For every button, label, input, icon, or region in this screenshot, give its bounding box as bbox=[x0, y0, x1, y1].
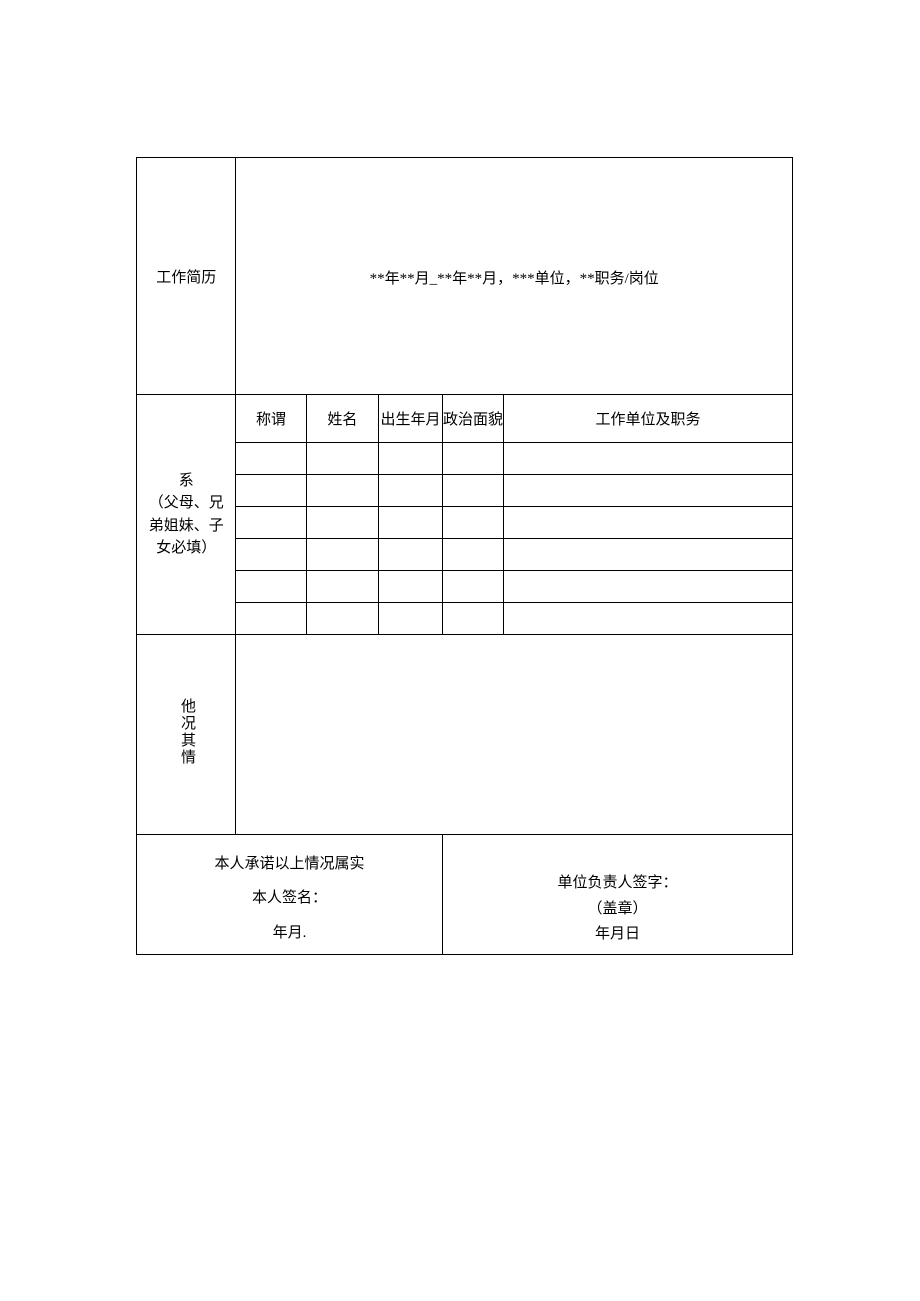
family-cell-birth bbox=[379, 443, 443, 475]
family-cell-political bbox=[443, 539, 504, 571]
stamp-label: （盖章） bbox=[443, 897, 792, 923]
resume-form-table: 工作简历 **年**月_**年**月，***单位，**职务/岗位 系（父母、兄弟… bbox=[136, 157, 793, 955]
family-label: 系（父母、兄弟姐妹、子女必填） bbox=[137, 395, 236, 635]
other-content bbox=[236, 635, 793, 835]
other-label: 他况其情 bbox=[137, 635, 236, 835]
family-cell-birth bbox=[379, 571, 443, 603]
signature-left: 本人承诺以上情况属实 本人签名： 年月. bbox=[137, 835, 443, 955]
family-header-row: 系（父母、兄弟姐妹、子女必填） 称谓 姓名 出生年月 政治面貌 工作单位及职务 bbox=[137, 395, 793, 443]
work-history-label: 工作简历 bbox=[137, 158, 236, 395]
family-cell-name bbox=[306, 539, 378, 571]
family-cell-political bbox=[443, 507, 504, 539]
other-row: 他况其情 bbox=[137, 635, 793, 835]
family-cell-relation bbox=[236, 539, 306, 571]
family-header-work: 工作单位及职务 bbox=[504, 395, 793, 443]
family-header-name: 姓名 bbox=[306, 395, 378, 443]
unit-sign-label: 单位负责人签字： bbox=[443, 871, 792, 897]
family-cell-name bbox=[306, 475, 378, 507]
family-cell-birth bbox=[379, 507, 443, 539]
family-cell-work bbox=[504, 603, 793, 635]
family-cell-relation bbox=[236, 443, 306, 475]
family-cell-political bbox=[443, 443, 504, 475]
family-header-relation: 称谓 bbox=[236, 395, 306, 443]
family-cell-work bbox=[504, 507, 793, 539]
unit-sign-date: 年月日 bbox=[443, 922, 792, 948]
family-label-text: 系（父母、兄弟姐妹、子女必填） bbox=[137, 470, 235, 560]
family-cell-name bbox=[306, 571, 378, 603]
family-cell-political bbox=[443, 475, 504, 507]
family-cell-name bbox=[306, 507, 378, 539]
family-cell-birth bbox=[379, 539, 443, 571]
self-sign-label: 本人签名： bbox=[137, 881, 442, 916]
family-cell-work bbox=[504, 539, 793, 571]
family-cell-work bbox=[504, 475, 793, 507]
family-cell-relation bbox=[236, 507, 306, 539]
declaration-text: 本人承诺以上情况属实 bbox=[137, 847, 442, 882]
family-header-birth: 出生年月 bbox=[379, 395, 443, 443]
family-cell-relation bbox=[236, 475, 306, 507]
self-sign-date: 年月. bbox=[137, 916, 442, 951]
signature-right: 单位负责人签字： （盖章） 年月日 bbox=[443, 835, 793, 955]
signature-row: 本人承诺以上情况属实 本人签名： 年月. 单位负责人签字： （盖章） 年月日 bbox=[137, 835, 793, 955]
family-cell-name bbox=[306, 603, 378, 635]
family-cell-relation bbox=[236, 571, 306, 603]
family-cell-work bbox=[504, 443, 793, 475]
family-cell-relation bbox=[236, 603, 306, 635]
other-label-text: 他况其情 bbox=[176, 698, 196, 766]
family-cell-work bbox=[504, 571, 793, 603]
family-cell-political bbox=[443, 571, 504, 603]
work-history-row: 工作简历 **年**月_**年**月，***单位，**职务/岗位 bbox=[137, 158, 793, 395]
family-cell-name bbox=[306, 443, 378, 475]
family-cell-birth bbox=[379, 475, 443, 507]
family-cell-political bbox=[443, 603, 504, 635]
family-cell-birth bbox=[379, 603, 443, 635]
work-history-content: **年**月_**年**月，***单位，**职务/岗位 bbox=[236, 158, 793, 395]
family-header-political: 政治面貌 bbox=[443, 395, 504, 443]
